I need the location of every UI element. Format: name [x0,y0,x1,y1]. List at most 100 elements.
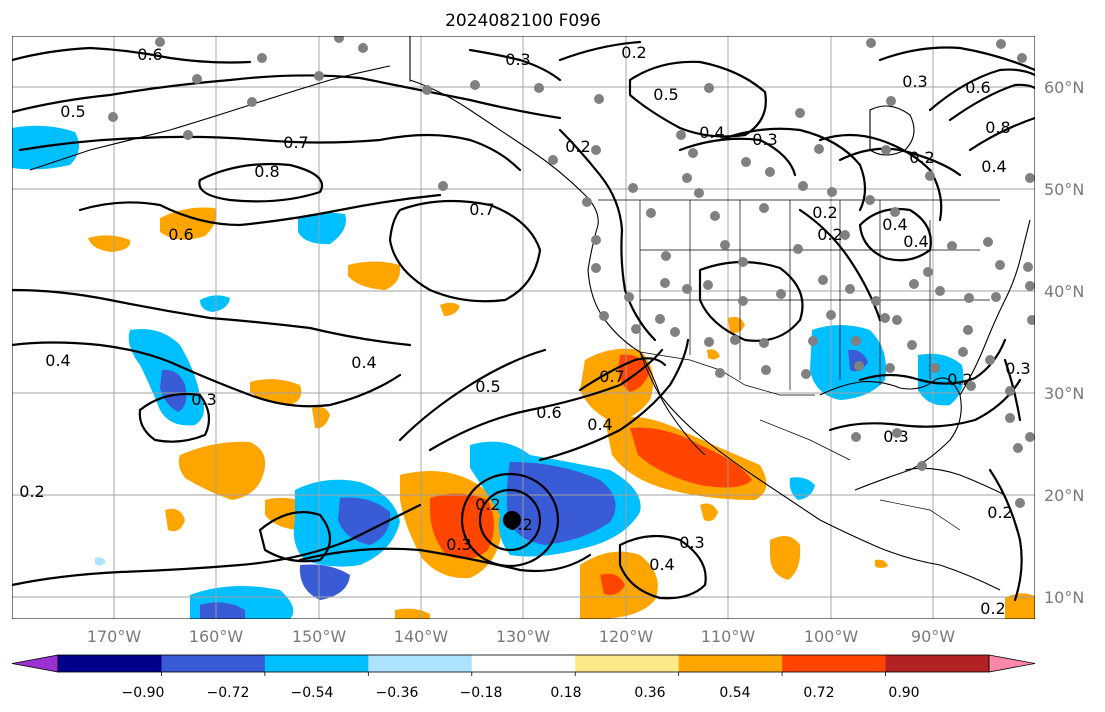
colorbar-tick-label: 0.18 [550,685,581,701]
contour-label: 0.3 [1005,359,1030,378]
contour-0-7-coast [578,357,667,392]
lat-label: 20°N [1044,486,1084,505]
contour-0-7-mid [388,199,542,303]
contour-label: 0.4 [587,415,612,434]
contour-0-3-east [878,46,1035,72]
colorbar-extend-min [11,654,59,673]
colorbar-tick-label: 0.54 [719,685,750,701]
shade-neg-florida [918,353,964,406]
contour-label: 0.5 [475,377,500,396]
contour-label: 0.7 [599,367,624,386]
contour-0-2-east [838,147,962,177]
lon-label: 170°W [87,627,142,646]
baja-coast [639,351,706,456]
contour-label: 0.3 [679,533,704,552]
contour-0-7 [18,133,522,172]
contour-0-8 [198,162,323,203]
contour-label: 0.8 [985,118,1010,137]
contour-cyclone-ring-2 [460,472,560,568]
north-america-west-coast [587,224,1001,591]
contour-0-6-coast [428,348,664,452]
central-america [879,499,961,531]
contour-0-4-south [618,534,707,600]
contour-label: 0.3 [191,390,216,409]
shade-neg-small-b [95,557,106,566]
contour-label: 0.6 [137,45,162,64]
contour-label: 0.7 [283,133,308,152]
contour-0-5-mid [12,288,412,347]
lat-label: 30°N [1044,384,1084,403]
us-mexico-border [639,351,815,396]
contour-0-4-east [968,116,1035,152]
shade-pos-small [440,302,460,316]
colorbar-tick-label: 0.72 [803,685,834,701]
shade-pos-eastern [1005,593,1035,619]
lat-label: 10°N [1044,588,1084,607]
contour-0-5-canada [628,60,767,138]
contour-0-3-gulf [828,378,1022,432]
colorbar-tick-label: −0.90 [122,685,165,701]
contour-ring-160w [258,511,332,563]
contour-label: 0.2 [817,225,842,244]
contour-label: 0.2 [987,503,1012,522]
shade-pos-pac-b [312,406,330,429]
contour-label: 0.2 [980,599,1005,618]
shaded-field [12,125,1035,619]
contour-label: 0.2 [19,482,44,501]
contour-label: 0.6 [965,78,990,97]
shade-pos-eastpac-core [600,573,625,595]
east-coast [959,219,1031,396]
contour-0-8-east [948,83,1035,122]
lon-label: 100°W [804,627,859,646]
shade-pos-180 [178,441,266,500]
contour-label: 0.2 [909,148,934,167]
colorbar-tick-label: 0.36 [634,685,665,701]
contour-labels: 0.6 0.5 0.7 0.8 0.6 0.7 0.4 0.4 0.3 0.5 … [19,43,1030,618]
colorbar-tick-labels: −0.90 −0.72 −0.54 −0.36 −0.18 0.18 0.36 … [122,685,920,701]
contour-label: 0.4 [45,351,70,370]
contour-label: 0.4 [882,215,907,234]
contour-0-5-cyclone [398,348,547,442]
contour-0-2-canada [558,128,657,342]
shade-pos-africa [700,503,718,521]
contour-label: 0.8 [254,162,279,181]
contour-us-interior [698,260,804,342]
map-plot-area: 0.6 0.5 0.7 0.8 0.6 0.7 0.4 0.4 0.3 0.5 … [12,36,1035,619]
contour-0-4 [12,341,402,408]
shade-pos-nm [707,349,720,360]
lon-label: 160°W [189,627,244,646]
lon-label: 110°W [701,627,756,646]
contour-0-5-north [12,74,562,120]
colorbar-segment [161,655,266,672]
contour-0-4-canada [678,137,797,177]
colorbar-segment [58,655,162,672]
graticule [12,36,1035,619]
contour-0-6-north [12,46,252,64]
map-title: 2024082100 F096 [445,11,601,31]
contour-cyclone-ring-1 [478,488,542,552]
contour-label: 0.3 [505,50,530,69]
contour-label: 0.3 [446,535,471,554]
colorbar-tick-label: 0.90 [888,685,919,701]
contour-label: 0.4 [699,123,724,142]
cyclone-center-marker [503,511,521,529]
colorbar-segment [782,655,887,672]
contour-0-6-central [78,193,442,227]
contour-label: 0.4 [903,232,928,251]
colorbar-segment [368,655,473,672]
contours [12,40,1035,602]
contour-label: 0.5 [60,102,85,121]
borders [409,36,1000,531]
contour-label: 0.2 [812,203,837,222]
colorbar-tick-label: −0.54 [291,685,334,701]
shade-neg-cyclone-core [506,462,616,545]
colorbar-extend-max [988,654,1036,673]
lon-label: 120°W [599,627,654,646]
shade-pos-small-b [875,559,888,568]
shade-neg-150w-s2 [299,564,350,600]
latitude-axis-labels: 60°N 50°N 40°N 30°N 20°N 10°N [1044,78,1084,607]
colorbar-tick-label: −0.36 [376,685,419,701]
contour-label: 0.3 [902,72,927,91]
shade-neg-150w [298,212,346,245]
